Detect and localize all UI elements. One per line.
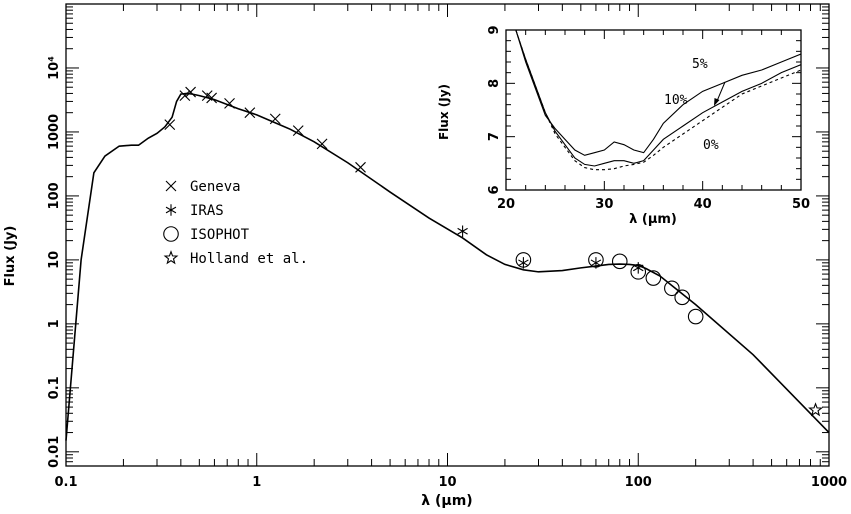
inset-axis-ticks — [505, 29, 802, 191]
legend: Geneva IRAS ISOPHOT Holland et al. — [163, 179, 308, 267]
isophot-point — [515, 252, 532, 268]
geneva-point — [206, 92, 218, 104]
legend-marker-holland-et-al — [163, 250, 179, 265]
legend-marker-geneva — [165, 180, 177, 192]
main-y-tick-labels: 0.01 0.1 1 10 100 1000 10⁴ — [47, 56, 62, 468]
inset-x-tick-label: 30 — [595, 197, 613, 212]
inset-line-0pct — [515, 30, 801, 171]
isophot-point — [588, 252, 604, 268]
legend-label-geneva: Geneva — [190, 179, 241, 195]
geneva-point — [164, 119, 176, 131]
main-y-tick-label: 1000 — [47, 114, 62, 150]
main-x-tick-labels: 0.1 1 10 100 1000 — [54, 475, 847, 490]
inset-annotation-10pct: 10% — [664, 93, 688, 108]
main-chart: 0.1 1 10 100 1000 0.01 0.1 1 10 100 1000 10⁴ λ (μm… — [3, 3, 847, 509]
main-y-tick-label: 100 — [47, 182, 62, 209]
geneva-point — [185, 86, 196, 98]
isophot-point — [687, 308, 704, 325]
holland-et-al-point — [808, 402, 823, 417]
main-y-axis-label: Flux (Jy) — [3, 226, 18, 287]
inset-y-tick-label: 8 — [487, 79, 502, 88]
main-x-tick-label: 0.1 — [54, 475, 77, 490]
main-x-tick-label: 10 — [438, 475, 456, 490]
geneva-point — [179, 90, 191, 101]
isophot-point — [630, 264, 647, 280]
legend-label-iras: IRAS — [190, 203, 224, 219]
geneva-point — [269, 113, 281, 125]
iras-point — [632, 262, 644, 274]
main-y-tick-label: 0.01 — [47, 436, 62, 468]
isophot-point — [611, 253, 628, 270]
geneva-point — [244, 107, 256, 119]
inset-x-tick-label: 40 — [694, 197, 712, 212]
main-axis-ticks — [65, 3, 830, 467]
model-sed-line — [65, 92, 830, 441]
main-x-tick-label: 100 — [625, 475, 652, 490]
legend-label-isophot: ISOPHOT — [190, 227, 250, 243]
main-y-tick-label: 10⁴ — [47, 56, 62, 80]
geneva-point — [355, 161, 366, 173]
inset-x-tick-label: 20 — [497, 197, 515, 212]
inset-y-axis-label: Flux (Jy) — [437, 84, 451, 140]
inset-chart: 20 30 40 50 6 7 8 9 λ (μm) Flux (Jy) 5% 10% 0% — [437, 25, 810, 227]
isophot-point — [645, 270, 662, 286]
geneva-point — [292, 125, 304, 136]
legend-label-holland-et-al: Holland et al. — [190, 251, 308, 267]
geneva-point — [224, 97, 235, 109]
inset-y-tick-labels: 6 7 8 9 — [487, 25, 502, 194]
inset-y-tick-label: 7 — [487, 132, 502, 141]
inset-x-tick-label: 50 — [792, 197, 810, 212]
iras-point — [457, 225, 468, 238]
main-x-tick-label: 1000 — [811, 475, 847, 490]
main-data-points — [164, 86, 823, 417]
main-x-axis-label: λ (μm) — [421, 493, 472, 509]
isophot-point — [664, 280, 680, 297]
legend-marker-iras — [165, 204, 177, 216]
inset-x-tick-labels: 20 30 40 50 — [497, 197, 810, 212]
inset-annotation-0pct: 0% — [703, 138, 719, 153]
inset-line-10pct — [515, 30, 801, 156]
main-y-tick-label: 0.1 — [47, 376, 62, 399]
inset-annotation-5pct: 5% — [692, 57, 708, 72]
inset-y-tick-label: 9 — [487, 25, 502, 34]
main-x-tick-label: 1 — [252, 475, 261, 490]
inset-y-tick-label: 6 — [487, 185, 502, 194]
inset-x-axis-label: λ (μm) — [629, 212, 677, 227]
geneva-point — [316, 138, 328, 150]
inset-annotation-arrowhead — [714, 98, 720, 106]
inset-plot-frame — [505, 29, 802, 191]
main-y-tick-label: 1 — [47, 319, 62, 328]
main-y-tick-label: 10 — [47, 251, 62, 269]
isophot-point — [674, 289, 691, 306]
legend-marker-isophot — [163, 226, 179, 242]
inset-annotation-arrow — [716, 81, 726, 102]
inset-lines — [515, 30, 801, 171]
main-model-line — [65, 92, 830, 441]
